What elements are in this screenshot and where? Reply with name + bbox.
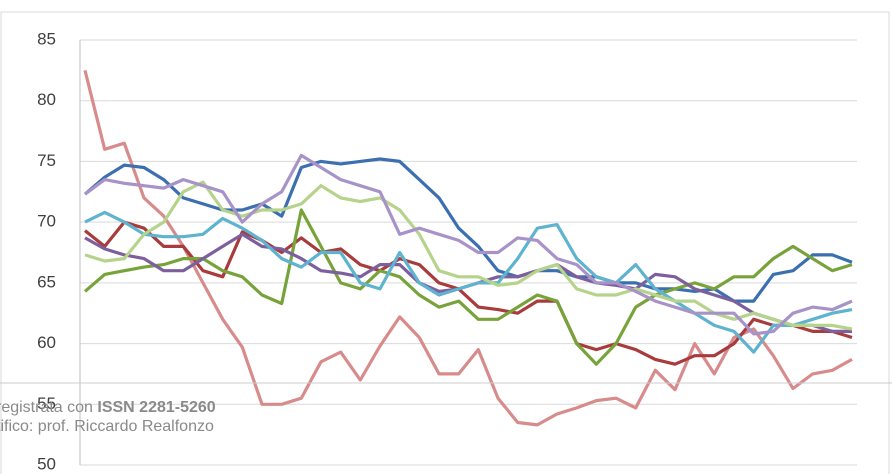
y-tick-label: 65: [37, 272, 56, 291]
y-tick-label: 60: [37, 333, 56, 352]
series-line: [83, 70, 853, 427]
overlay-text-bold: ISSN 2281-5260: [97, 399, 215, 416]
overlay-text: registrata con ISSN 2281-5260: [0, 399, 216, 416]
y-tick-label: 50: [37, 454, 56, 473]
y-tick-label: 80: [37, 90, 56, 109]
overlay-text-part: registrata con: [0, 399, 97, 416]
lines: [83, 70, 853, 427]
y-tick-label: 85: [37, 29, 56, 48]
series-line: [83, 157, 853, 303]
series-line: [84, 180, 853, 331]
y-tick-label: 75: [37, 151, 56, 170]
chart-frame: [0, 11, 890, 474]
series-line: [83, 220, 853, 366]
grid: 50 55 60 65 70 75 80 85: [37, 29, 857, 473]
y-tick-label: 55: [37, 394, 56, 413]
overlay-text: tifico: prof. Riccardo Realfonzo: [0, 418, 214, 435]
series-line: [84, 210, 853, 354]
y-tick-label: 70: [37, 212, 56, 231]
series-line: [84, 153, 853, 336]
series-line: [83, 208, 853, 366]
